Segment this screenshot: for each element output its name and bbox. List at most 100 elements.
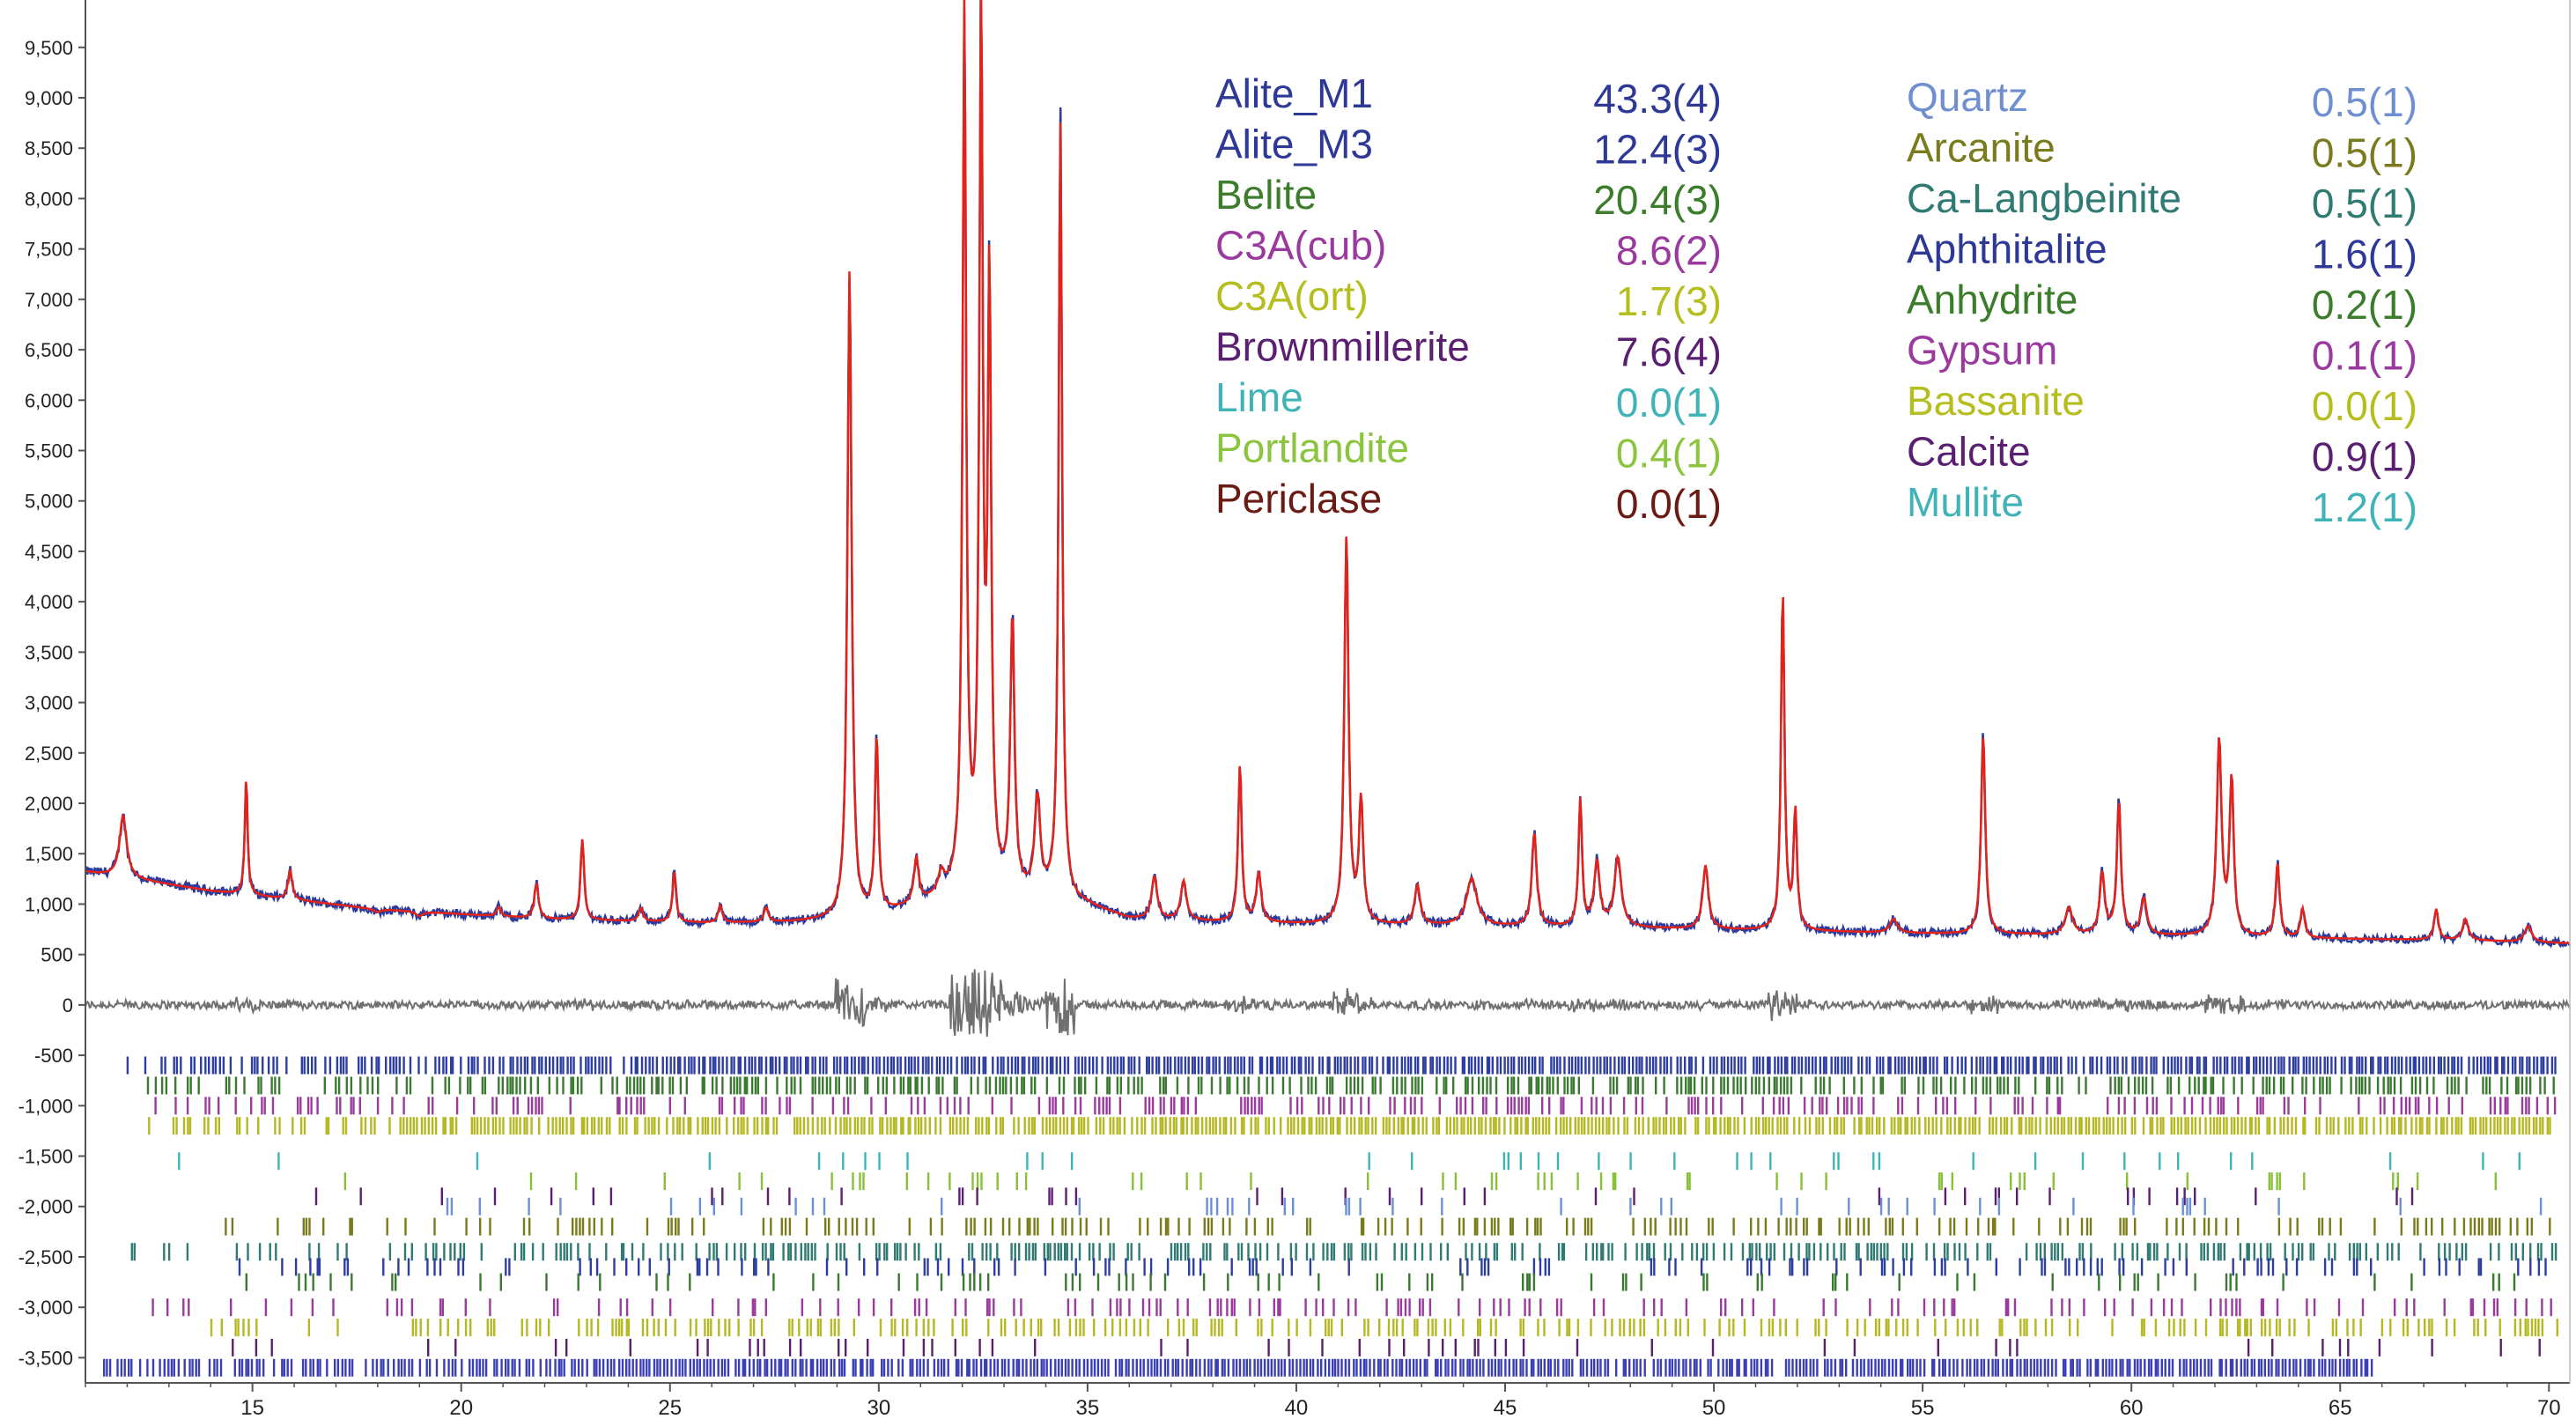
calculated-curve-layer [85, 0, 2571, 945]
phase-tick-row [151, 1298, 2552, 1317]
axes: 9,500 9,000 8,500 8,000 7,500 7,000 6,500 6,000… [18, 0, 2571, 1419]
y-tick-label: 7,000 [25, 289, 73, 311]
legend-phase-name: Portlandite [1215, 425, 1409, 471]
y-tick-label: 8,500 [25, 137, 73, 159]
phase-tick-row [343, 1172, 2498, 1191]
phase-tick-row [154, 1097, 2557, 1115]
phase-legend: Alite_M1 43.3(4) Alite_M3 12.4(3) Belite 20.4… [1215, 70, 2417, 530]
legend-phase-name: Arcanite [1907, 125, 2056, 171]
y-tick-label: 1,500 [25, 843, 73, 865]
x-tick-label: 55 [1911, 1396, 1935, 1419]
legend-phase-name: C3A(cub) [1215, 223, 1386, 269]
legend-phase-name: Lime [1215, 374, 1303, 420]
legend-phase-name: Calcite [1907, 429, 2031, 475]
y-tick-label: 6,500 [25, 339, 73, 361]
x-tick-label: 25 [658, 1396, 682, 1419]
legend-phase-name: Mullite [1907, 479, 2024, 525]
y-tick-label: 500 [41, 944, 73, 966]
legend-phase-name: Gypsum [1907, 328, 2057, 373]
legend-phase-fraction: 1.2(1) [2312, 484, 2417, 530]
phase-tick-row [102, 1358, 2373, 1377]
legend-phase-fraction: 8.6(2) [1616, 228, 1722, 274]
y-tick-label: 2,500 [25, 743, 73, 765]
y-tick-label: 7,500 [25, 239, 73, 261]
y-tick-label: -2,500 [18, 1246, 73, 1268]
y-tick-label: -3,500 [18, 1347, 73, 1369]
legend-phase-fraction: 0.0(1) [1616, 481, 1722, 527]
phase-tick-row [314, 1187, 2414, 1206]
x-tick-label: 60 [2120, 1396, 2144, 1419]
x-tick-label: 45 [1494, 1396, 1517, 1419]
x-tick-label: 65 [2329, 1396, 2352, 1419]
y-tick-label: -2,000 [18, 1196, 73, 1218]
calculated-curve [85, 0, 2571, 945]
y-tick-label: 3,000 [25, 692, 73, 714]
y-tick-label: 3,500 [25, 641, 73, 663]
y-tick-label: 1,000 [25, 893, 73, 915]
x-tick-label: 50 [1702, 1396, 1726, 1419]
phase-tick-row [245, 1273, 2516, 1291]
legend-phase-name: Anhydrite [1907, 277, 2078, 322]
legend-phase-fraction: 20.4(3) [1593, 177, 1722, 223]
legend-phase-name: Alite_M1 [1215, 70, 1373, 116]
y-tick-label: -500 [34, 1045, 73, 1067]
legend-phase-fraction: 1.7(3) [1616, 278, 1722, 324]
phase-tick-row [178, 1152, 2521, 1171]
legend-phase-fraction: 0.5(1) [2312, 130, 2417, 176]
phase-tick-row [126, 1056, 2557, 1075]
x-tick-label: 15 [240, 1396, 264, 1419]
x-tick-label: 40 [1285, 1396, 1309, 1419]
phase-tick-row [446, 1197, 2543, 1216]
y-tick-label: 5,500 [25, 440, 73, 462]
phase-tick-row [238, 1258, 2547, 1276]
legend-phase-name: Belite [1215, 172, 1317, 218]
legend-phase-name: Alite_M3 [1215, 122, 1373, 167]
x-tick-label: 30 [867, 1396, 890, 1419]
y-tick-label: 4,000 [25, 591, 73, 613]
x-tick-label: 20 [449, 1396, 473, 1419]
legend-phase-fraction: 0.5(1) [2312, 79, 2417, 125]
legend-phase-name: Periclase [1215, 476, 1382, 521]
legend-phase-fraction: 0.0(1) [1616, 380, 1722, 425]
y-tick-label: 8,000 [25, 188, 73, 210]
legend-phase-fraction: 0.9(1) [2312, 434, 2417, 480]
legend-phase-fraction: 1.6(1) [2312, 232, 2417, 277]
legend-phase-fraction: 0.0(1) [2312, 383, 2417, 429]
x-tick-label: 70 [2537, 1396, 2561, 1419]
legend-phase-fraction: 7.6(4) [1616, 329, 1722, 375]
difference-curve [85, 969, 2571, 1037]
y-tick-label: -1,000 [18, 1095, 73, 1117]
legend-phase-name: C3A(ort) [1215, 273, 1369, 319]
y-tick-label: 9,000 [25, 87, 73, 109]
legend-phase-name: Brownmillerite [1215, 324, 1470, 370]
y-tick-label: -3,000 [18, 1297, 73, 1319]
phase-reflection-markers [102, 1056, 2559, 1377]
phase-tick-row [210, 1319, 2559, 1337]
legend-phase-fraction: 0.2(1) [2312, 282, 2417, 328]
phase-tick-row [146, 1076, 2555, 1095]
phase-tick-row [225, 1217, 2551, 1236]
y-tick-label: 4,500 [25, 541, 73, 563]
phase-tick-row [232, 1338, 2541, 1356]
legend-phase-fraction: 0.1(1) [2312, 333, 2417, 379]
legend-phase-fraction: 0.5(1) [2312, 181, 2417, 226]
legend-phase-fraction: 43.3(4) [1593, 76, 1722, 122]
difference-curve-layer [85, 969, 2571, 1037]
y-tick-label: 2,000 [25, 793, 73, 815]
x-tick-label: 35 [1076, 1396, 1100, 1419]
legend-phase-name: Bassanite [1907, 378, 2085, 424]
legend-phase-fraction: 12.4(3) [1593, 127, 1722, 173]
legend-phase-name: Aphthitalite [1907, 226, 2107, 272]
y-tick-label: 5,000 [25, 491, 73, 513]
legend-phase-name: Quartz [1907, 74, 2028, 120]
y-tick-label: 0 [63, 994, 73, 1016]
y-tick-label: -1,500 [18, 1146, 73, 1168]
y-tick-label: 9,500 [25, 37, 73, 59]
y-tick-label: 6,000 [25, 389, 73, 411]
phase-tick-row [130, 1243, 2558, 1261]
legend-phase-name: Ca-Langbeinite [1907, 175, 2181, 221]
legend-phase-fraction: 0.4(1) [1616, 431, 1722, 477]
phase-tick-row [148, 1117, 2551, 1135]
